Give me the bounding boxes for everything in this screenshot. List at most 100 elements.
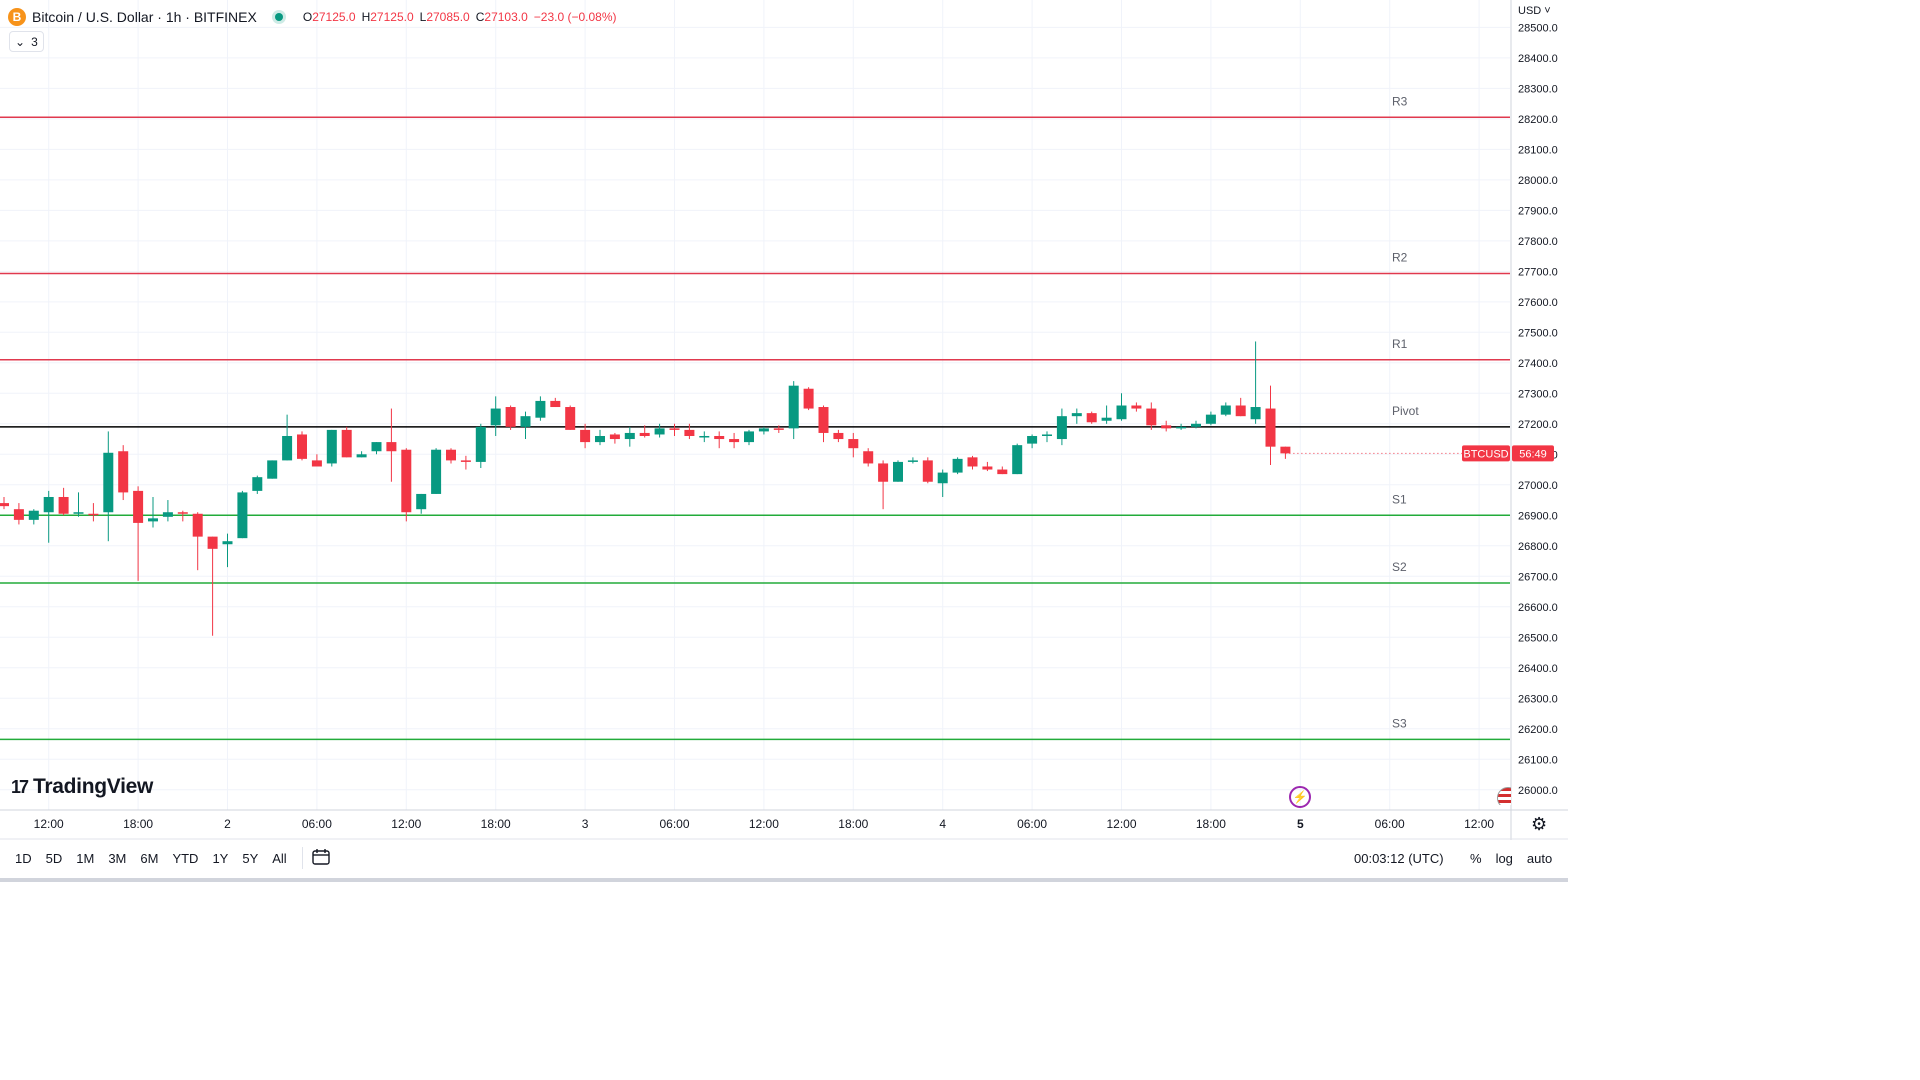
- time-axis-tick-label: 12:00: [34, 817, 64, 831]
- range-button-3m[interactable]: 3M: [108, 850, 127, 866]
- price-axis-tick-label: 26500.0: [1518, 632, 1558, 644]
- time-axis-tick-label: 12:00: [1106, 817, 1136, 831]
- candle-body: [803, 388, 814, 409]
- tradingview-logo-text: TradingView: [33, 775, 154, 798]
- candle-body: [28, 510, 39, 520]
- auto-scale-toggle[interactable]: auto: [1526, 850, 1553, 866]
- price-axis-tick-label: 26700.0: [1518, 571, 1558, 583]
- currency-label: USD: [1518, 5, 1542, 17]
- low-value: 27085.0: [426, 10, 470, 24]
- candle-body: [341, 429, 352, 458]
- countdown-tag-label: 56:49: [1519, 448, 1547, 460]
- candle-body: [1280, 446, 1291, 454]
- range-button-1m[interactable]: 1M: [76, 850, 95, 866]
- candle-body: [580, 429, 591, 443]
- price-axis-tick-label: 27000.0: [1518, 480, 1558, 492]
- percent-scale-toggle[interactable]: %: [1470, 850, 1482, 866]
- ohlc-values: O27125.0 H27125.0 L27085.0 C27103.0 −23.…: [303, 10, 617, 24]
- range-buttons: 1D 5D 1M 3M 6M YTD 1Y 5Y All: [8, 851, 294, 866]
- candle-body: [997, 469, 1008, 475]
- candle-body: [0, 503, 9, 507]
- candle-body: [446, 449, 456, 461]
- high-label: H: [361, 10, 371, 24]
- pivot-level-label-pivot: Pivot: [1392, 404, 1419, 418]
- candle-body: [922, 460, 933, 482]
- high-value: 27125.0: [370, 10, 414, 24]
- pivot-level-label-s3: S3: [1392, 716, 1407, 730]
- close-value: 27103.0: [484, 10, 528, 24]
- bitcoin-icon[interactable]: B: [8, 8, 26, 26]
- candle-body: [326, 429, 337, 464]
- candle-body: [1176, 426, 1187, 429]
- candle-body: [237, 492, 248, 539]
- range-button-all[interactable]: All: [272, 850, 287, 866]
- scale-options: % log auto: [1470, 851, 1552, 866]
- candle-body: [1101, 417, 1112, 421]
- candle-body: [848, 439, 859, 449]
- chevron-down-icon: ⌄: [15, 34, 26, 49]
- log-scale-toggle[interactable]: log: [1495, 850, 1513, 866]
- price-axis-tick-label: 27600.0: [1518, 297, 1558, 309]
- us-flag-icon[interactable]: [1497, 787, 1511, 805]
- candle-body: [1161, 425, 1172, 429]
- candle-body: [43, 496, 54, 513]
- candle-body: [699, 435, 710, 438]
- time-axis-tick-label: 4: [939, 817, 946, 831]
- candle-body: [788, 385, 799, 429]
- candle-body: [1146, 408, 1157, 426]
- calendar-goto-icon[interactable]: [311, 848, 331, 869]
- candle-body: [654, 428, 665, 435]
- candle-body: [475, 426, 486, 462]
- candle-body: [267, 460, 278, 479]
- candle-body: [1012, 445, 1023, 475]
- symbol-title[interactable]: Bitcoin / U.S. Dollar · 1h · BITFINEX: [32, 9, 257, 25]
- candle-body: [595, 435, 605, 443]
- candle-body: [118, 451, 129, 493]
- indicators-collapse-button[interactable]: ⌄ 3: [9, 31, 44, 52]
- range-button-5y[interactable]: 5Y: [242, 850, 259, 866]
- candle-body: [1205, 414, 1216, 424]
- candle-body: [684, 429, 695, 436]
- candle-body: [356, 454, 367, 458]
- price-axis-tick-label: 26400.0: [1518, 663, 1558, 675]
- range-button-6m[interactable]: 6M: [140, 850, 159, 866]
- time-axis-tick-label: 06:00: [659, 817, 689, 831]
- candle-body: [177, 512, 188, 514]
- pivot-level-label-r3: R3: [1392, 94, 1408, 108]
- candle-body: [103, 452, 114, 513]
- change-value: −23.0 (−0.08%): [533, 10, 617, 24]
- range-button-1y[interactable]: 1Y: [212, 850, 229, 866]
- open-label: O: [302, 10, 313, 24]
- pivot-level-label-r1: R1: [1392, 337, 1408, 351]
- candle-body: [431, 449, 442, 494]
- live-status-icon: [274, 13, 283, 21]
- candle-body: [1131, 405, 1142, 409]
- candle-body: [282, 435, 293, 461]
- price-axis-tick-label: 27900.0: [1518, 205, 1558, 217]
- price-axis-tick-label: 26100.0: [1518, 754, 1558, 766]
- range-button-1d[interactable]: 1D: [15, 850, 32, 866]
- candle-body: [907, 460, 918, 462]
- candle-body: [833, 432, 844, 440]
- range-button-5d[interactable]: 5D: [45, 850, 63, 866]
- candle-body: [982, 466, 993, 470]
- range-button-ytd[interactable]: YTD: [172, 850, 199, 866]
- tradingview-logo[interactable]: 17 TradingView: [11, 775, 153, 799]
- currency-selector[interactable]: USD ˅: [1518, 5, 1551, 17]
- price-axis-tick-label: 28100.0: [1518, 144, 1558, 156]
- gear-icon[interactable]: ⚙: [1531, 814, 1548, 834]
- candle-body: [505, 407, 516, 427]
- candle-body: [639, 432, 650, 436]
- lightning-icon[interactable]: ⚡: [1289, 786, 1311, 808]
- price-chart[interactable]: R3 R2 R1 Pivot S1 S2 S3 26000.0 26100.0 26200.0 26…: [0, 0, 1568, 840]
- time-axis-tick-label: 06:00: [1017, 817, 1047, 831]
- utc-clock[interactable]: 00:03:12 (UTC): [1354, 850, 1444, 866]
- candle-body: [1071, 413, 1082, 417]
- candle-body: [624, 432, 635, 440]
- candle-body: [1191, 423, 1201, 427]
- price-axis-tick-label: 27400.0: [1518, 358, 1558, 370]
- pivot-level-label-s2: S2: [1392, 560, 1407, 574]
- symbol-legend: B Bitcoin / U.S. Dollar · 1h · BITFINEX …: [8, 7, 617, 27]
- candle-body: [714, 435, 725, 440]
- candle-body: [13, 509, 24, 520]
